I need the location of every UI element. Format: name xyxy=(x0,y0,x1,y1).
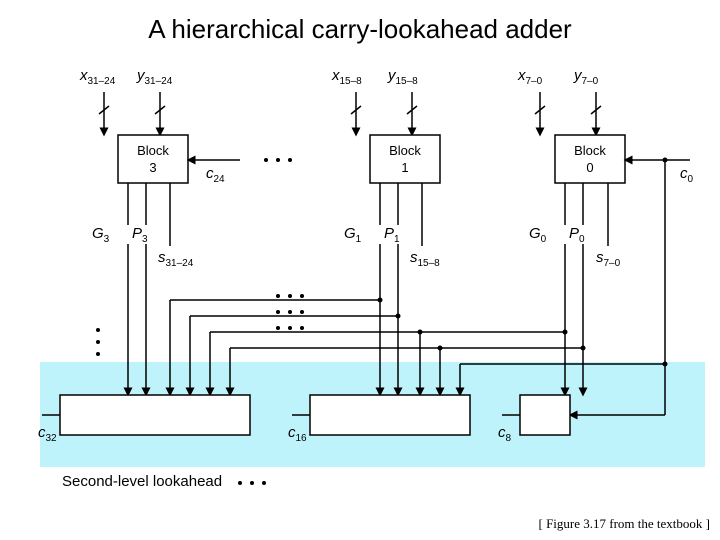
diagram-svg: x31–24 y31–24 Block 3 c24 G3 P3 s31–24 x… xyxy=(0,0,720,540)
figure-credit: [ Figure 3.17 from the textbook ] xyxy=(539,516,711,532)
svg-text:y31–24: y31–24 xyxy=(136,67,173,87)
svg-text:x31–24: x31–24 xyxy=(79,67,116,87)
svg-text:Block: Block xyxy=(389,143,421,158)
svg-text:s7–0: s7–0 xyxy=(596,249,621,269)
svg-text:G0: G0 xyxy=(529,225,547,245)
svg-text:G1: G1 xyxy=(344,225,362,245)
svg-text:Block: Block xyxy=(137,143,169,158)
svg-text:P3: P3 xyxy=(132,225,148,245)
slb-1 xyxy=(310,395,470,435)
svg-text:1: 1 xyxy=(401,160,408,175)
svg-text:P1: P1 xyxy=(384,225,400,245)
svg-text:c24: c24 xyxy=(206,165,225,185)
svg-text:Block: Block xyxy=(574,143,606,158)
svg-text:3: 3 xyxy=(149,160,156,175)
slb-0 xyxy=(520,395,570,435)
svg-text:c0: c0 xyxy=(680,165,694,185)
svg-text:y7–0: y7–0 xyxy=(573,67,599,87)
second-level-label: Second-level lookahead xyxy=(62,473,222,490)
svg-text:G3: G3 xyxy=(92,225,110,245)
svg-text:0: 0 xyxy=(586,160,593,175)
svg-text:y15–8: y15–8 xyxy=(387,67,418,87)
svg-text:s31–24: s31–24 xyxy=(158,249,194,269)
slb-3 xyxy=(60,395,250,435)
svg-text:P0: P0 xyxy=(569,225,585,245)
svg-text:s15–8: s15–8 xyxy=(410,249,440,269)
svg-text:x7–0: x7–0 xyxy=(517,67,543,87)
svg-text:x15–8: x15–8 xyxy=(331,67,362,87)
